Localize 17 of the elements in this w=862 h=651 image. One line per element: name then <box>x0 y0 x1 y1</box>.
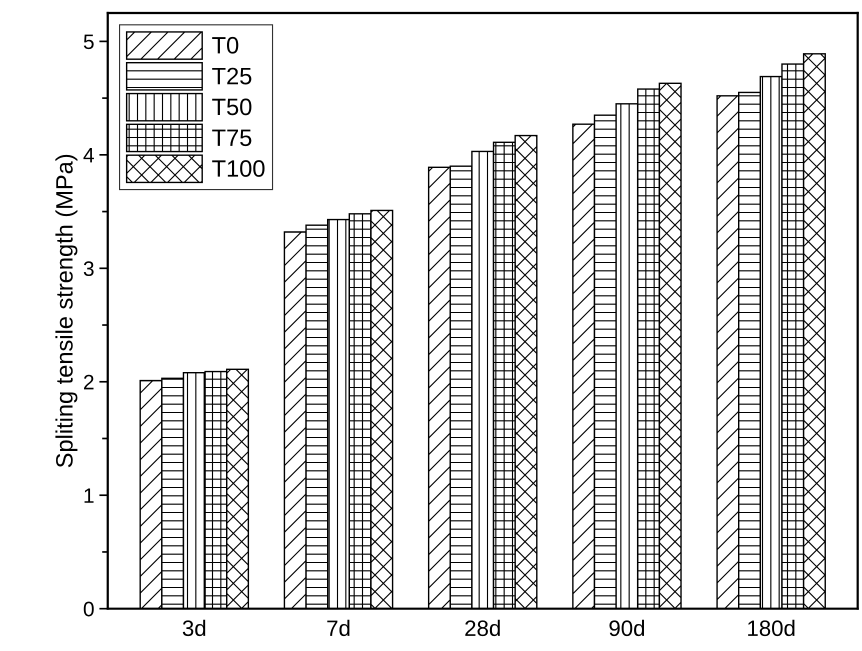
x-tick-label: 28d <box>465 620 500 636</box>
x-tick-label: 7d <box>327 620 350 636</box>
legend-label: T75 <box>212 130 252 146</box>
x-tick-label: 90d <box>609 620 644 636</box>
legend-label: T0 <box>212 36 238 54</box>
y-tick-label: 1 <box>84 488 94 503</box>
y-tick-label: 5 <box>84 34 94 50</box>
legend-label: T50 <box>212 98 252 116</box>
x-tick-label: 180d <box>748 620 794 636</box>
legend-label: T25 <box>212 68 252 84</box>
y-tick-label: 0 <box>84 602 94 616</box>
legend-label: T100 <box>212 160 265 177</box>
y-tick-label: 4 <box>83 148 94 162</box>
y-tick-label: 2 <box>84 374 94 390</box>
y-axis-title: Spliting tensile strength (MPa) <box>55 154 78 468</box>
x-tick-label: 3d <box>182 620 206 636</box>
y-tick-label: 3 <box>84 261 94 276</box>
